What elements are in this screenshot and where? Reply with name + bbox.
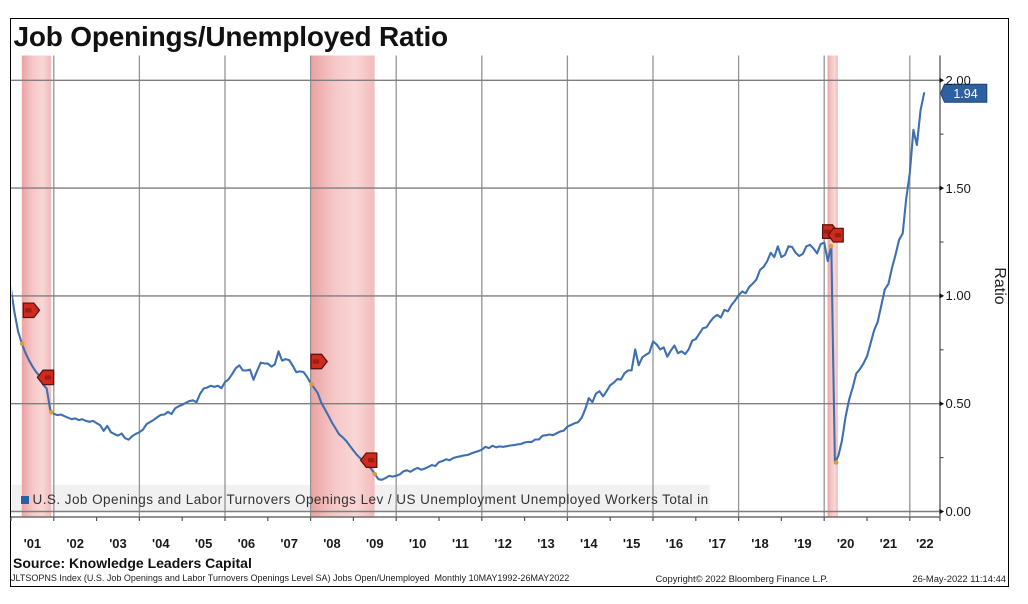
svg-text:1.94: 1.94 [953,87,977,101]
svg-text:Ratio: Ratio [991,267,1008,304]
